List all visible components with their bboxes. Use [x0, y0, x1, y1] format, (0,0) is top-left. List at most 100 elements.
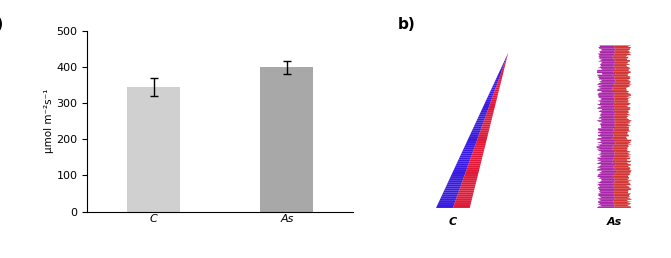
Polygon shape — [615, 49, 630, 50]
Polygon shape — [452, 173, 466, 175]
Polygon shape — [601, 68, 615, 70]
Polygon shape — [601, 179, 615, 180]
Polygon shape — [600, 161, 617, 163]
Polygon shape — [597, 206, 615, 208]
Polygon shape — [444, 190, 459, 192]
Polygon shape — [597, 89, 612, 91]
Polygon shape — [448, 181, 462, 183]
Polygon shape — [489, 105, 495, 107]
Polygon shape — [613, 65, 627, 67]
Polygon shape — [597, 163, 613, 164]
Polygon shape — [614, 60, 630, 62]
Polygon shape — [501, 72, 503, 74]
Polygon shape — [613, 166, 629, 167]
Bar — [127, 87, 180, 212]
Polygon shape — [614, 102, 631, 104]
Polygon shape — [600, 192, 615, 193]
Polygon shape — [613, 174, 631, 175]
Polygon shape — [614, 141, 631, 143]
Polygon shape — [615, 172, 631, 174]
Polygon shape — [598, 60, 616, 62]
Polygon shape — [613, 175, 628, 177]
Polygon shape — [479, 132, 488, 134]
Polygon shape — [482, 123, 491, 124]
Polygon shape — [600, 133, 614, 135]
Polygon shape — [614, 67, 631, 68]
Polygon shape — [614, 190, 629, 192]
Polygon shape — [495, 87, 500, 90]
Polygon shape — [601, 91, 615, 93]
Polygon shape — [600, 52, 615, 54]
Polygon shape — [613, 93, 631, 94]
Polygon shape — [454, 202, 471, 204]
Polygon shape — [614, 151, 631, 153]
Polygon shape — [601, 171, 617, 172]
Polygon shape — [450, 177, 464, 179]
Polygon shape — [463, 148, 474, 150]
Polygon shape — [600, 49, 616, 50]
Polygon shape — [463, 177, 478, 179]
Polygon shape — [613, 83, 631, 84]
Polygon shape — [599, 190, 615, 192]
Polygon shape — [494, 92, 499, 93]
Polygon shape — [613, 45, 631, 47]
Polygon shape — [475, 144, 486, 146]
Polygon shape — [612, 149, 628, 151]
Polygon shape — [614, 94, 631, 96]
Polygon shape — [614, 133, 628, 135]
Polygon shape — [615, 154, 631, 156]
Polygon shape — [613, 159, 627, 161]
Polygon shape — [490, 103, 496, 105]
Polygon shape — [480, 128, 489, 130]
Polygon shape — [613, 136, 627, 138]
Polygon shape — [597, 154, 615, 156]
Polygon shape — [599, 188, 615, 190]
Polygon shape — [503, 64, 505, 66]
Polygon shape — [474, 124, 482, 126]
Polygon shape — [613, 163, 629, 164]
Polygon shape — [468, 163, 481, 165]
Polygon shape — [493, 84, 497, 86]
Polygon shape — [478, 117, 485, 119]
Polygon shape — [614, 84, 632, 86]
Polygon shape — [614, 123, 630, 125]
Polygon shape — [492, 97, 497, 99]
Polygon shape — [507, 53, 508, 55]
Polygon shape — [503, 62, 505, 64]
Polygon shape — [504, 60, 505, 62]
Polygon shape — [613, 169, 631, 171]
Polygon shape — [467, 140, 477, 142]
Polygon shape — [504, 62, 506, 64]
Polygon shape — [599, 99, 615, 101]
Polygon shape — [613, 177, 629, 179]
Polygon shape — [473, 126, 482, 128]
Polygon shape — [612, 89, 627, 91]
Polygon shape — [460, 187, 475, 189]
Polygon shape — [613, 96, 631, 98]
Polygon shape — [499, 76, 503, 78]
Polygon shape — [613, 182, 630, 184]
Polygon shape — [614, 180, 632, 182]
Polygon shape — [613, 70, 630, 71]
Polygon shape — [597, 169, 614, 171]
Polygon shape — [602, 73, 615, 75]
Polygon shape — [466, 169, 479, 171]
Polygon shape — [598, 198, 616, 200]
Polygon shape — [502, 68, 505, 70]
Polygon shape — [446, 185, 461, 187]
Polygon shape — [470, 134, 479, 136]
Polygon shape — [471, 130, 480, 132]
Polygon shape — [500, 68, 503, 70]
Polygon shape — [612, 75, 629, 76]
Polygon shape — [615, 50, 630, 52]
Polygon shape — [478, 136, 488, 138]
Polygon shape — [599, 98, 616, 99]
Polygon shape — [614, 118, 630, 120]
Polygon shape — [468, 136, 478, 138]
Polygon shape — [491, 99, 497, 101]
Polygon shape — [597, 75, 613, 76]
Polygon shape — [500, 74, 503, 76]
Polygon shape — [441, 196, 457, 198]
Polygon shape — [447, 183, 462, 185]
Polygon shape — [599, 45, 615, 47]
